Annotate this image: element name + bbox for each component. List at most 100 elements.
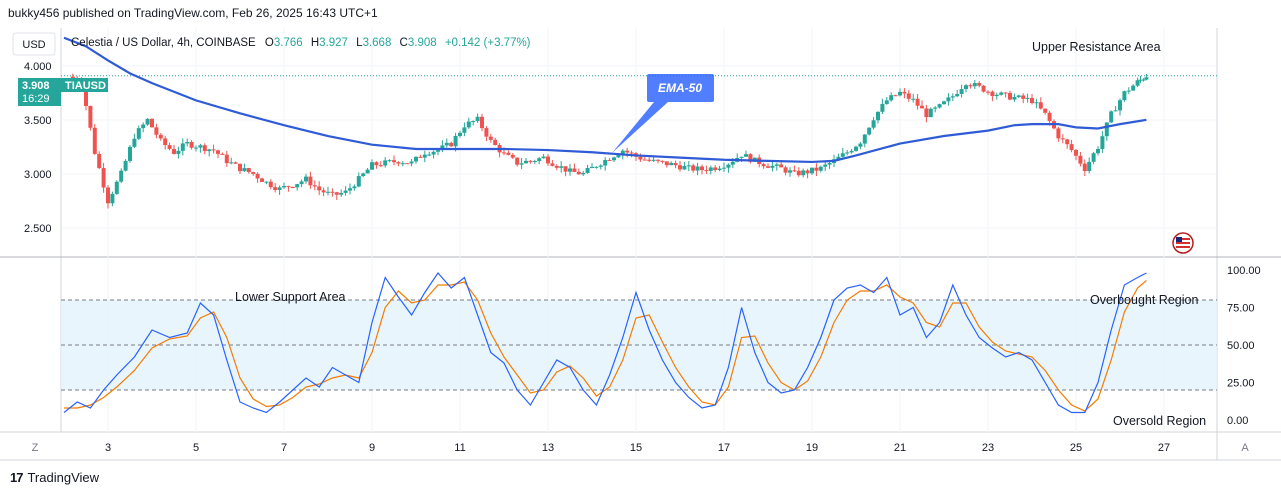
tradingview-brand: TradingView — [27, 470, 100, 485]
candle-body — [427, 154, 432, 156]
candle-body — [717, 168, 722, 170]
candle-body — [101, 168, 106, 188]
candle-body — [994, 94, 999, 97]
candle-body — [858, 143, 863, 147]
candle-body — [836, 156, 841, 160]
price-tick-label-1: 3.500 — [24, 115, 52, 127]
candle-body — [585, 168, 590, 173]
candle-body — [70, 76, 75, 79]
currency-button-bg[interactable] — [12, 32, 56, 56]
candle-body — [97, 153, 102, 169]
candle-body — [132, 138, 137, 147]
candle-body — [198, 145, 203, 148]
candle-body — [1096, 148, 1100, 154]
bar-countdown: 16:29 — [22, 93, 50, 105]
candle-body — [176, 150, 181, 154]
overbought-label: Overbought Region — [1090, 293, 1198, 307]
ohlc-h-label: H — [311, 37, 319, 49]
candle-body — [779, 164, 784, 168]
candle-body — [559, 166, 564, 168]
time-tick-label-6: 15 — [630, 442, 642, 454]
candle-body — [528, 160, 533, 162]
candle-body — [572, 168, 577, 172]
candle-body — [598, 165, 603, 167]
ema-50-line — [63, 36, 1147, 164]
stoch-d-line — [64, 280, 1147, 412]
candle-body — [1104, 122, 1109, 137]
candle-body — [871, 120, 876, 128]
candle-body — [211, 149, 216, 151]
ticker-label: TIAUSD — [65, 80, 106, 92]
candle-body — [889, 95, 894, 101]
candle-body — [893, 95, 898, 97]
candle-body — [392, 160, 396, 163]
candle-body — [1056, 128, 1061, 139]
ema-callout: EMA-50 — [612, 74, 714, 153]
time-axis[interactable]: 3 5 7 9 11 13 15 17 19 21 23 25 27 — [105, 442, 1170, 454]
oscillator-axis[interactable]: 100.00 75.00 50.00 25.00 0.00 — [1227, 265, 1261, 427]
candle-body — [576, 171, 581, 175]
candle-body — [1003, 92, 1008, 94]
candle-body — [810, 167, 814, 174]
price-axis[interactable]: 4.000 3.500 3.000 2.500 — [24, 61, 52, 235]
candle-body — [304, 176, 308, 182]
tradingview-logo[interactable]: 17 TradingView — [10, 470, 99, 485]
time-tick-label-1: 5 — [193, 442, 199, 454]
candle-body — [396, 162, 401, 164]
candle-body — [1100, 136, 1105, 149]
candle-body — [163, 138, 168, 146]
candle-body — [664, 161, 669, 166]
candle-body — [713, 167, 718, 170]
last-price-value: 3.908 — [22, 80, 50, 92]
candle-body — [400, 163, 405, 165]
candle-body — [999, 92, 1004, 95]
candle-body — [123, 160, 128, 171]
candle-body — [1113, 110, 1118, 112]
candle-body — [1126, 90, 1131, 92]
candle-body — [255, 173, 260, 179]
candle-body — [189, 141, 194, 148]
candle-body — [862, 134, 867, 144]
candle-body — [361, 173, 366, 177]
candle-body — [352, 186, 357, 189]
candle-body — [330, 191, 335, 193]
candle-body — [422, 154, 427, 158]
time-tick-label-10: 23 — [982, 442, 994, 454]
candle-body — [321, 190, 326, 193]
candle-body — [383, 160, 388, 166]
candle-body — [440, 145, 445, 151]
candle-body — [1025, 97, 1030, 99]
candle-body — [568, 168, 572, 172]
candle-body — [915, 98, 920, 106]
candle-body — [238, 163, 242, 172]
candle-body — [603, 159, 608, 166]
ohlc-low: 3.668 — [363, 37, 392, 49]
candle-body — [1078, 155, 1083, 164]
auto-scale-button[interactable]: A — [1241, 442, 1249, 454]
upper-resistance-label: Upper Resistance Area — [1032, 40, 1161, 54]
currency-button[interactable]: USD — [22, 39, 45, 51]
candle-body — [739, 156, 744, 158]
candle-body — [220, 153, 225, 155]
candle-body — [691, 165, 696, 171]
candle-body — [524, 160, 528, 164]
candle-body — [612, 157, 616, 161]
time-tick-label-11: 25 — [1070, 442, 1082, 454]
ohlc-l-label: L — [356, 37, 363, 49]
oscillator-lines — [63, 272, 1147, 414]
ohlc-close: 3.908 — [408, 37, 437, 49]
candle-body — [158, 134, 163, 139]
candle-body — [1082, 163, 1087, 172]
us-flag-icon[interactable] — [1172, 232, 1194, 254]
time-tick-label-9: 21 — [894, 442, 906, 454]
candle-body — [1091, 153, 1096, 162]
zoom-left-button[interactable]: Z — [32, 442, 39, 454]
candle-body — [370, 162, 374, 170]
candle-body — [554, 165, 559, 168]
candle-body — [1043, 108, 1048, 113]
last-price-tag: 3.908 16:29 TIAUSD — [18, 78, 108, 106]
candle-body — [462, 127, 467, 133]
candle-body — [167, 145, 172, 149]
candle-body — [145, 118, 150, 125]
